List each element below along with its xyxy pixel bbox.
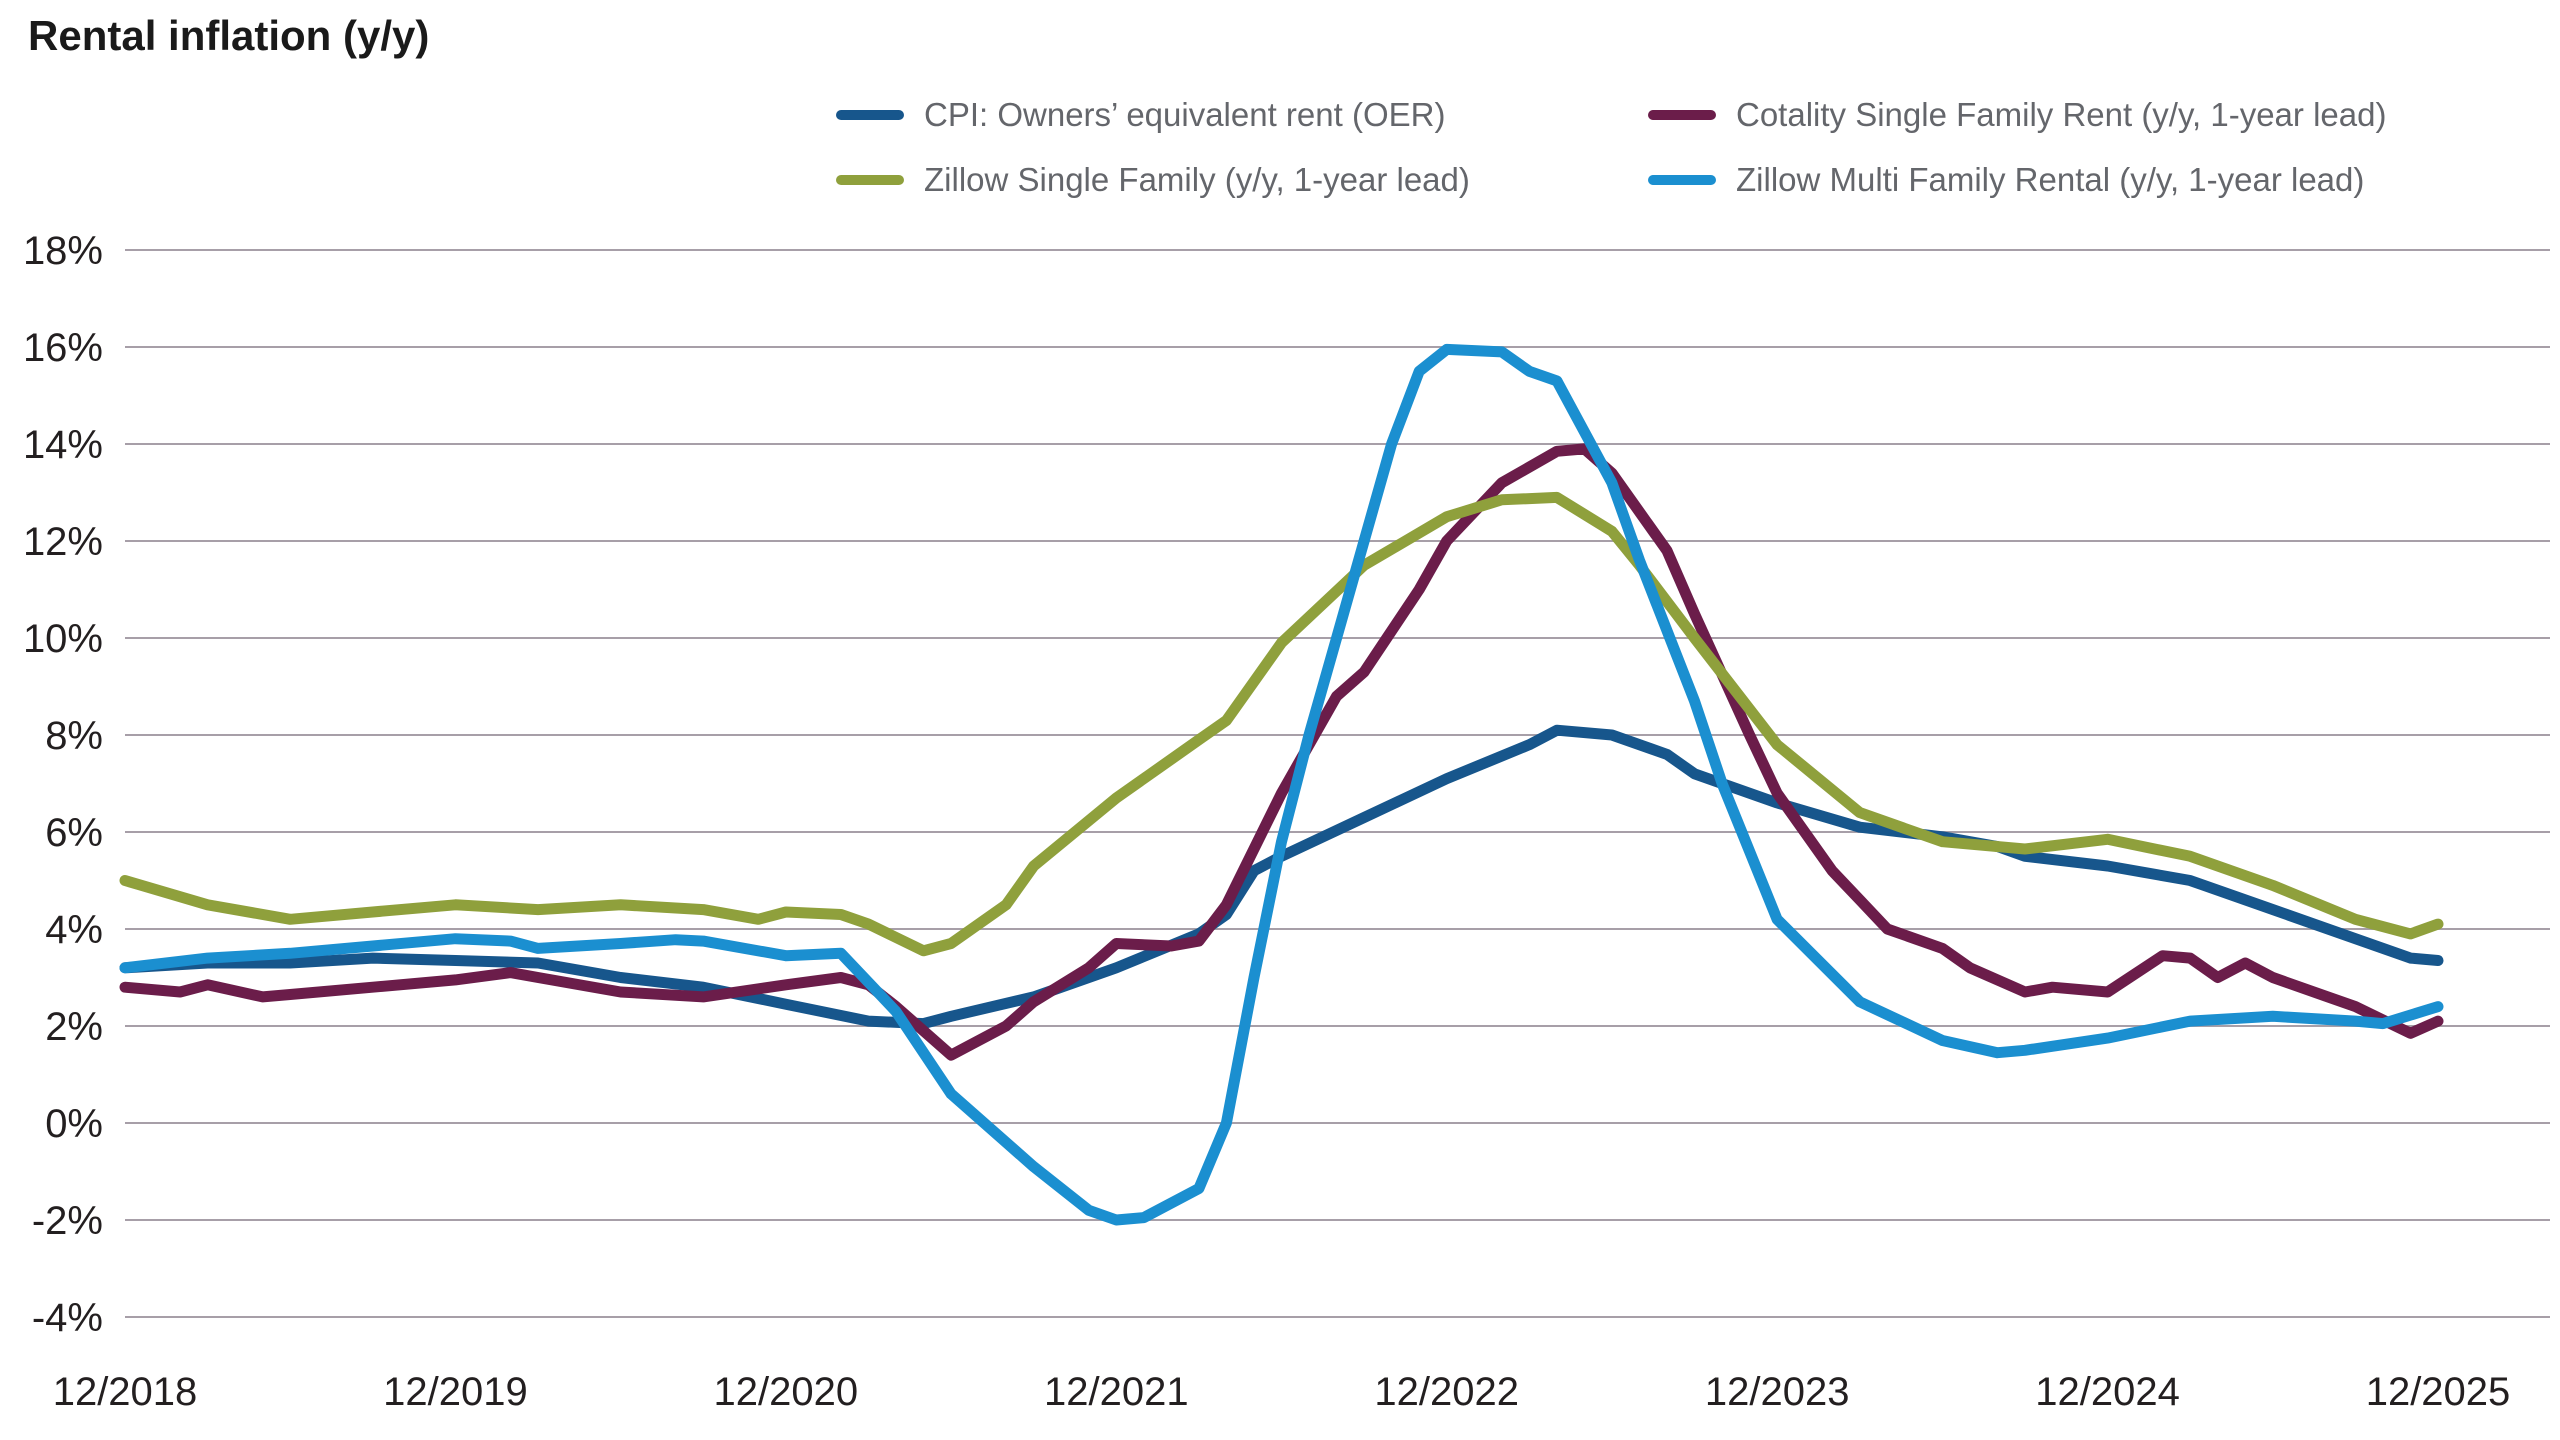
x-tick-label-12-2023: 12/2023	[1705, 1370, 1850, 1414]
x-tick-label-12-2021: 12/2021	[1044, 1370, 1189, 1414]
y-tick-label-4: 4%	[45, 908, 103, 952]
y-tick-label-14: 14%	[23, 423, 103, 467]
series-line-2	[119, 491, 2444, 957]
y-tick-label-12: 12%	[23, 520, 103, 564]
y-tick-label-8: 8%	[45, 714, 103, 758]
x-tick-label-12-2022: 12/2022	[1374, 1370, 1519, 1414]
y-tick-label--2: -2%	[32, 1199, 103, 1243]
legend-swatch-zillow-sf	[836, 175, 904, 185]
legend-label-cotality-sfr: Cotality Single Family Rent (y/y, 1-year…	[1736, 96, 2387, 133]
y-tick-label-10: 10%	[23, 617, 103, 661]
legend-label-zillow-mf: Zillow Multi Family Rental (y/y, 1-year …	[1736, 161, 2365, 198]
legend-item-cotality-sfr: Cotality Single Family Rent (y/y, 1-year…	[1648, 92, 2386, 138]
x-tick-label-12-2019: 12/2019	[383, 1370, 528, 1414]
y-tick-label-2: 2%	[45, 1005, 103, 1049]
legend-item-cpi-oer: CPI: Owners’ equivalent rent (OER)	[836, 92, 1445, 138]
series-line-3	[119, 343, 2444, 1226]
y-tick-label-6: 6%	[45, 811, 103, 855]
legend-label-zillow-sf: Zillow Single Family (y/y, 1-year lead)	[924, 161, 1470, 198]
chart-title: Rental inflation (y/y)	[28, 12, 430, 59]
x-tick-label-12-2025: 12/2025	[2366, 1370, 2511, 1414]
legend-item-zillow-sf: Zillow Single Family (y/y, 1-year lead)	[836, 157, 1470, 203]
x-tick-label-12-2020: 12/2020	[714, 1370, 859, 1414]
legend-swatch-zillow-mf	[1648, 175, 1716, 185]
series-line-0	[119, 724, 2444, 1030]
x-tick-label-12-2018: 12/2018	[53, 1370, 198, 1414]
legend-item-zillow-mf: Zillow Multi Family Rental (y/y, 1-year …	[1648, 157, 2364, 203]
legend-label-cpi-oer: CPI: Owners’ equivalent rent (OER)	[924, 96, 1446, 133]
y-tick-label-0: 0%	[45, 1102, 103, 1146]
legend-swatch-cpi-oer	[836, 110, 904, 120]
y-tick-label--4: -4%	[32, 1296, 103, 1340]
y-tick-label-16: 16%	[23, 326, 103, 370]
x-tick-label-12-2024: 12/2024	[2035, 1370, 2180, 1414]
y-tick-label-18: 18%	[23, 229, 103, 273]
series-line-1	[119, 443, 2444, 1061]
legend-swatch-cotality-sfr	[1648, 110, 1716, 120]
